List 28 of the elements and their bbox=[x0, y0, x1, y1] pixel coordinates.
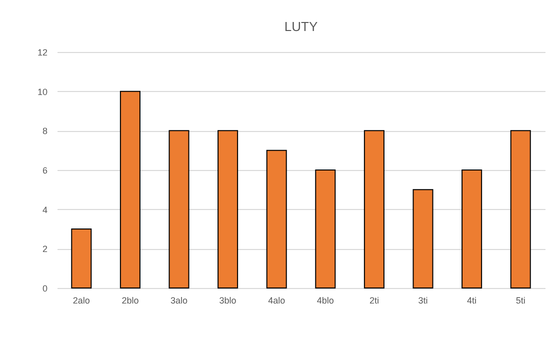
y-tick-label: 8 bbox=[42, 126, 48, 136]
chart-title: LUTY bbox=[284, 19, 318, 34]
x-tick-label: 4blo bbox=[316, 296, 334, 306]
x-tick-label: 4alo bbox=[268, 296, 286, 306]
bar bbox=[71, 228, 92, 288]
y-tick-label: 6 bbox=[42, 166, 48, 176]
y-tick-label: 0 bbox=[42, 284, 48, 294]
bar bbox=[168, 130, 190, 288]
x-tick-label: 3blo bbox=[219, 296, 236, 306]
bar bbox=[510, 130, 531, 288]
bar bbox=[218, 130, 238, 288]
x-tick-label: 2alo bbox=[72, 296, 90, 306]
x-tick-label: 5ti bbox=[516, 296, 526, 306]
y-tick-label: 2 bbox=[42, 244, 48, 254]
x-tick-label: 2blo bbox=[122, 296, 139, 306]
bar bbox=[462, 170, 482, 288]
x-tick-label: 3alo bbox=[170, 296, 188, 306]
x-tick-label: 3ti bbox=[418, 296, 428, 306]
y-tick-label: 4 bbox=[42, 204, 48, 215]
x-tick-label: 4ti bbox=[467, 296, 477, 306]
bar bbox=[364, 130, 384, 288]
bar bbox=[315, 170, 336, 288]
y-tick-label: 12 bbox=[37, 48, 48, 58]
bar bbox=[120, 90, 140, 288]
bar bbox=[412, 189, 434, 288]
y-tick-label: 10 bbox=[37, 86, 48, 97]
bar bbox=[266, 150, 287, 288]
x-tick-label: 2ti bbox=[369, 296, 379, 306]
